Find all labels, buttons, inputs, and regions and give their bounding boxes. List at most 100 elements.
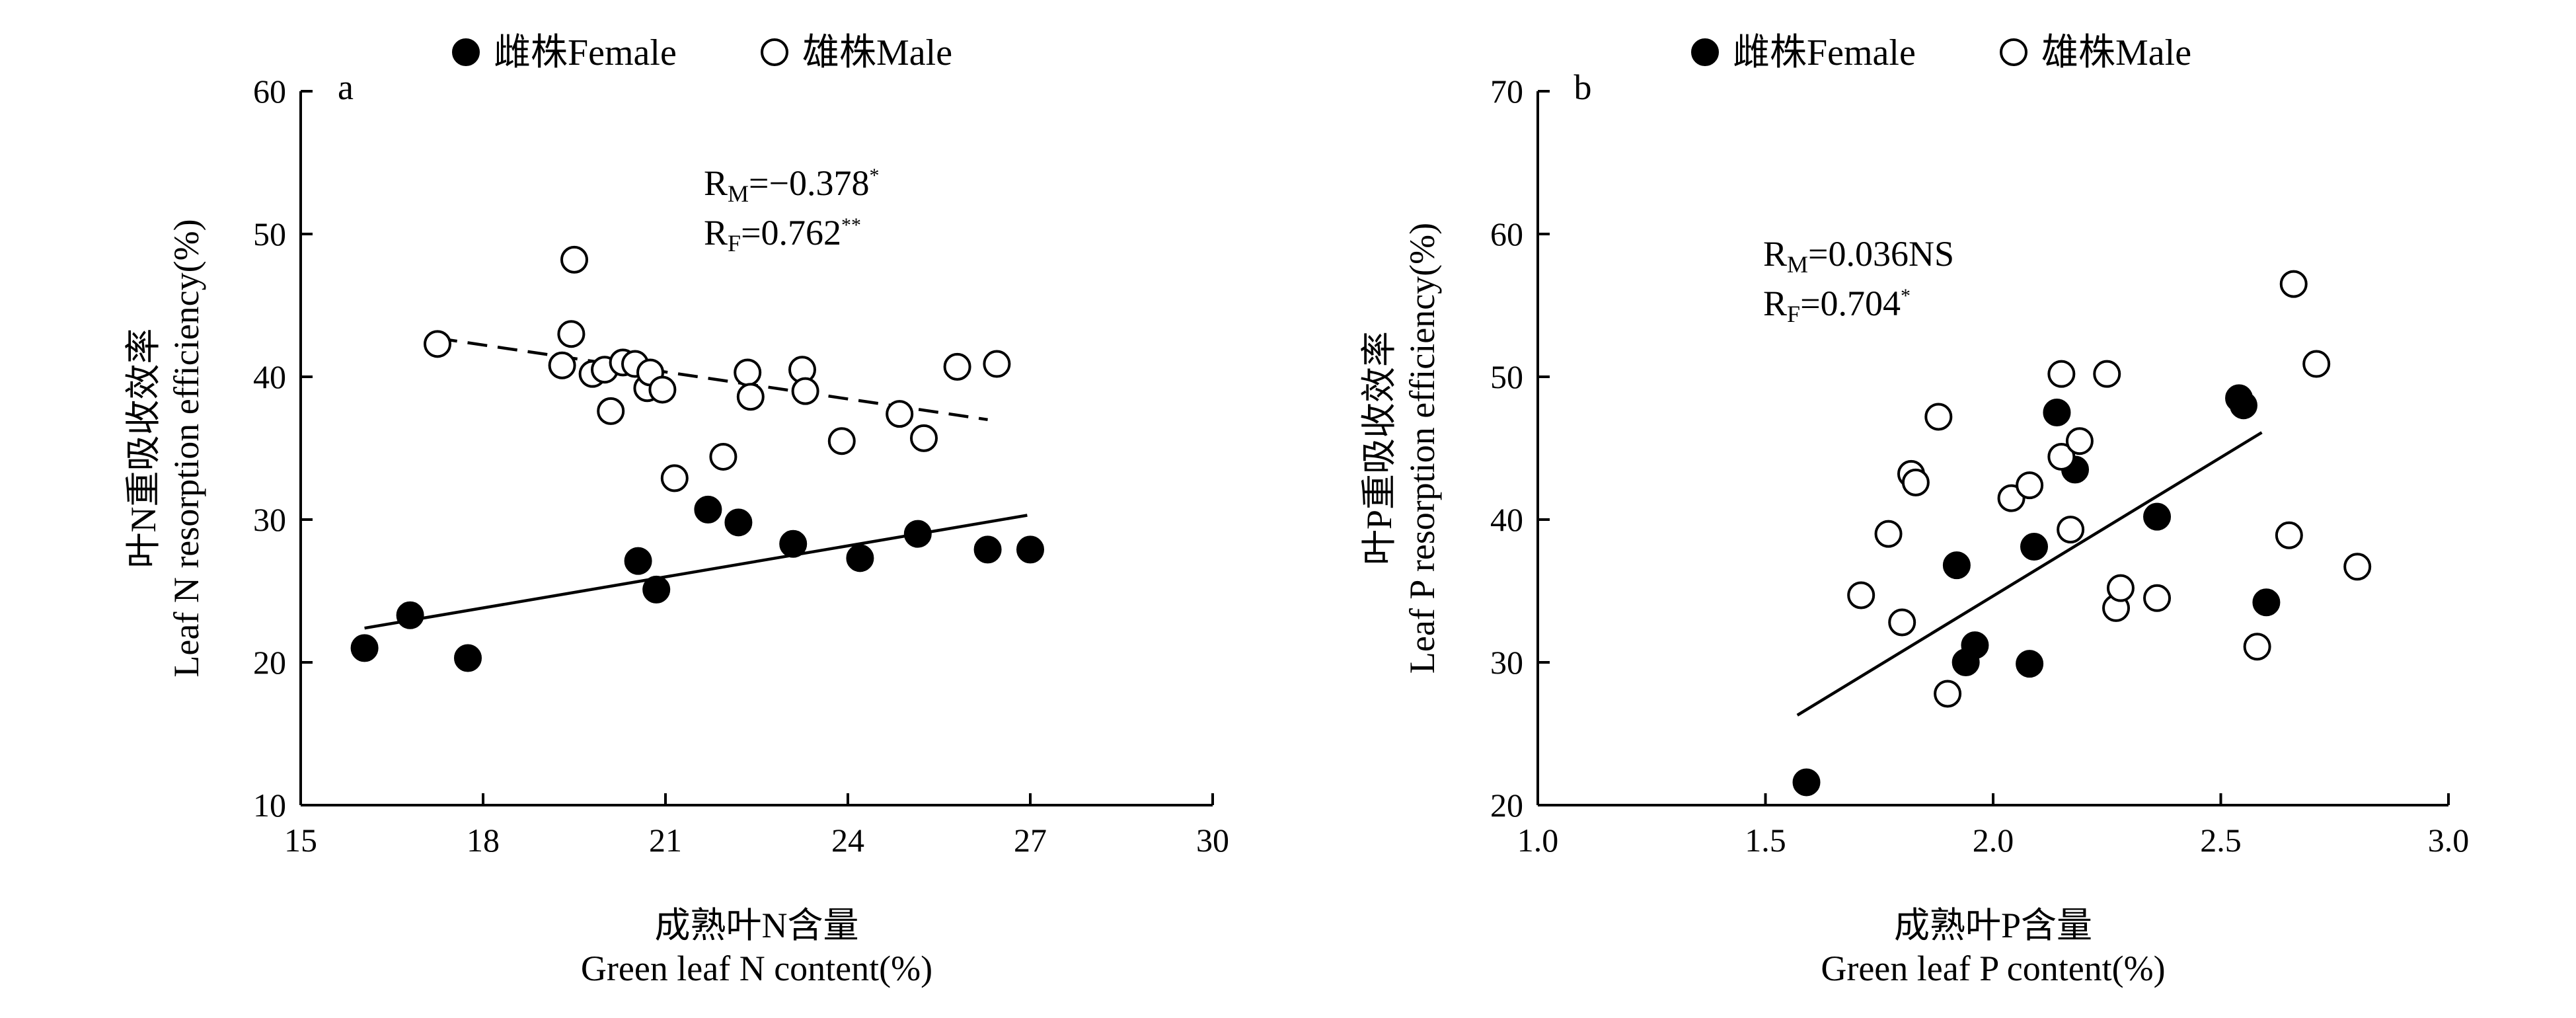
stat-value: =0.036NS — [1808, 234, 1954, 274]
y-axis-title-en: Leaf P resorption efficiency(%) — [1402, 223, 1442, 674]
female-point — [2143, 502, 2172, 531]
male-point — [597, 397, 625, 425]
x-tick-label: 21 — [649, 822, 682, 859]
female-point — [973, 535, 1002, 564]
male-point — [827, 427, 856, 455]
stat-r: R — [1763, 234, 1787, 274]
male-point — [560, 245, 588, 274]
y-axis-title-cn: 叶N重吸收效率 — [124, 329, 163, 568]
stat-r: R — [704, 163, 728, 203]
male-point — [1888, 608, 1916, 637]
legend-female-marker — [452, 38, 480, 66]
male-point — [2065, 427, 2094, 455]
male-point — [2047, 442, 2076, 471]
male-point — [1901, 468, 1930, 496]
female-point — [2020, 533, 2049, 561]
x-tick-label: 1.5 — [1745, 822, 1786, 859]
legend-male-marker — [761, 38, 788, 66]
female-point — [903, 520, 932, 548]
legend-male-label: 雄株Male — [2041, 32, 2191, 73]
x-axis-title-cn: 成熟叶P含量 — [1894, 906, 2092, 945]
stat-subscript: M — [728, 180, 749, 207]
male-point — [1934, 680, 1962, 708]
stat-annotation: RF=0.762** — [704, 213, 861, 256]
female-point — [1792, 768, 1821, 797]
male-point — [2093, 360, 2121, 388]
y-tick-label: 20 — [253, 644, 286, 681]
male-point — [557, 320, 586, 348]
x-tick-label: 27 — [1014, 822, 1047, 859]
x-axis-title-en: Green leaf P content(%) — [1821, 949, 2165, 988]
stat-r: R — [704, 213, 728, 253]
female-point — [694, 495, 722, 524]
male-point — [660, 464, 689, 492]
male-point — [2275, 521, 2303, 549]
panel-label: b — [1574, 67, 1592, 107]
female-point — [350, 634, 379, 662]
stat-superscript: * — [869, 165, 879, 186]
stat-value: =0.762 — [741, 213, 841, 253]
legend-female-label: 雌株Female — [494, 32, 677, 73]
male-point — [2243, 633, 2271, 661]
fit-line-solid — [1796, 431, 2263, 717]
y-tick-label: 40 — [1490, 501, 1523, 538]
male-point — [1874, 520, 1903, 548]
legend-male-label: 雄株Male — [802, 32, 952, 73]
y-tick-label: 10 — [253, 787, 286, 824]
male-point — [886, 400, 914, 428]
female-point — [454, 644, 482, 672]
stat-subscript: F — [1787, 301, 1800, 327]
stat-subscript: M — [1787, 251, 1808, 278]
female-point — [2229, 391, 2257, 420]
female-point — [1961, 631, 1989, 660]
male-point — [1924, 403, 1953, 431]
stat-annotation: RM=0.036NS — [1763, 234, 1954, 278]
stat-superscript: * — [1901, 285, 1911, 307]
female-point — [1942, 551, 1971, 580]
male-point — [910, 424, 938, 452]
male-point — [2302, 350, 2331, 378]
male-point — [648, 375, 677, 404]
male-point — [424, 330, 451, 358]
male-point — [943, 352, 971, 381]
y-tick-label: 20 — [1490, 787, 1523, 824]
female-point — [2016, 650, 2044, 678]
female-point — [779, 529, 808, 558]
x-tick-label: 2.5 — [2200, 822, 2242, 859]
y-tick-label: 50 — [1490, 358, 1523, 395]
female-point — [724, 508, 753, 537]
female-point — [846, 544, 874, 572]
panel-b: 20 30 40 50 60 70 1.0 1.5 2.0 2.5 3.0 成熟叶P含量 Green l… — [1359, 32, 2469, 988]
panel-label: a — [338, 67, 354, 107]
x-tick-label: 3.0 — [2428, 822, 2470, 859]
y-axis-title-cn: 叶P重吸收效率 — [1359, 331, 1399, 565]
male-point — [709, 442, 738, 471]
male-point — [2143, 584, 2172, 612]
male-point — [983, 350, 1011, 378]
legend-male-marker — [2000, 38, 2027, 66]
stat-value: =0.704 — [1800, 284, 1901, 323]
y-tick-label: 60 — [253, 73, 286, 110]
male-point — [2279, 270, 2308, 298]
male-point — [736, 383, 765, 411]
y-tick-label: 70 — [1490, 73, 1523, 110]
female-point — [2043, 399, 2071, 426]
y-tick-label: 50 — [253, 215, 286, 253]
x-tick-label: 15 — [284, 822, 317, 859]
female-point — [1016, 535, 1044, 564]
x-tick-label: 30 — [1196, 822, 1229, 859]
stat-annotation: RF=0.704* — [1763, 284, 1911, 327]
y-tick-label: 30 — [253, 501, 286, 538]
stat-value: =−0.378 — [749, 163, 869, 203]
x-tick-label: 1.0 — [1517, 822, 1559, 859]
x-axis-title-en: Green leaf N content(%) — [581, 949, 932, 988]
male-point — [548, 351, 576, 379]
male-point — [1847, 581, 1875, 609]
male-point — [791, 377, 819, 405]
legend-female-marker — [1691, 38, 1719, 66]
panel-a: 10 20 30 40 50 60 15 18 21 24 27 30 成熟叶N含量 Green leaf… — [124, 32, 1229, 988]
legend-female-label: 雌株Female — [1733, 32, 1916, 73]
male-point — [2016, 471, 2044, 500]
y-tick-label: 30 — [1490, 644, 1523, 681]
